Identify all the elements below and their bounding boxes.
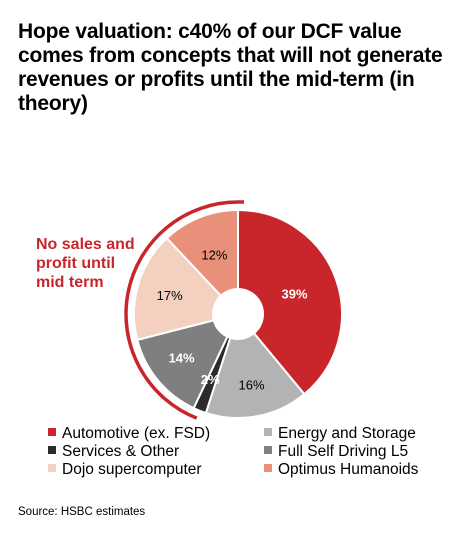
data-label-automotive-ex-fsd: 39% xyxy=(281,287,307,302)
annotation-bracket xyxy=(124,200,244,420)
labels-group: 39% 16% 2% 14% 17% 12% xyxy=(157,248,308,393)
legend-swatch xyxy=(264,464,272,472)
legend-item-services-other: Services & Other xyxy=(48,443,179,461)
legend-item-optimus: Optimus Humanoids xyxy=(264,461,418,479)
legend-swatch xyxy=(48,428,56,436)
legend-label: Services & Other xyxy=(62,443,180,460)
legend-swatch xyxy=(264,428,272,436)
legend-label: Optimus Humanoids xyxy=(278,461,419,478)
data-label-optimus-humanoids: 12% xyxy=(201,248,227,263)
legend-label: Automotive (ex. FSD) xyxy=(62,425,211,442)
slice-automotive-ex-fsd xyxy=(237,208,343,396)
slices-group xyxy=(133,208,343,419)
chart-title: Hope valuation: c40% of our DCF value co… xyxy=(18,20,443,115)
legend-item-dojo: Dojo supercomputer xyxy=(48,461,202,479)
legend-swatch xyxy=(48,464,56,472)
data-label-full-self-driving-l5: 14% xyxy=(169,350,195,365)
slice-full-self-driving-l5 xyxy=(136,312,240,410)
legend-swatch xyxy=(48,446,56,454)
legend-swatch xyxy=(264,446,272,454)
legend-label: Dojo supercomputer xyxy=(62,461,202,478)
source-note: Source: HSBC estimates xyxy=(18,506,146,518)
data-label-dojo-supercomputer: 17% xyxy=(157,288,183,303)
data-label-services-other: 2% xyxy=(201,372,220,387)
data-label-energy-and-storage: 16% xyxy=(238,378,264,393)
donut-hole xyxy=(212,288,264,340)
slice-optimus-humanoids xyxy=(165,208,239,317)
annotation-text: No sales and profit until mid term xyxy=(36,236,135,291)
legend-item-energy-storage: Energy and Storage xyxy=(264,425,416,443)
legend-item-fsd-l5: Full Self Driving L5 xyxy=(264,443,408,461)
legend-label: Full Self Driving L5 xyxy=(278,443,409,460)
legend-label: Energy and Storage xyxy=(278,425,416,442)
legend-item-automotive: Automotive (ex. FSD) xyxy=(48,425,210,443)
